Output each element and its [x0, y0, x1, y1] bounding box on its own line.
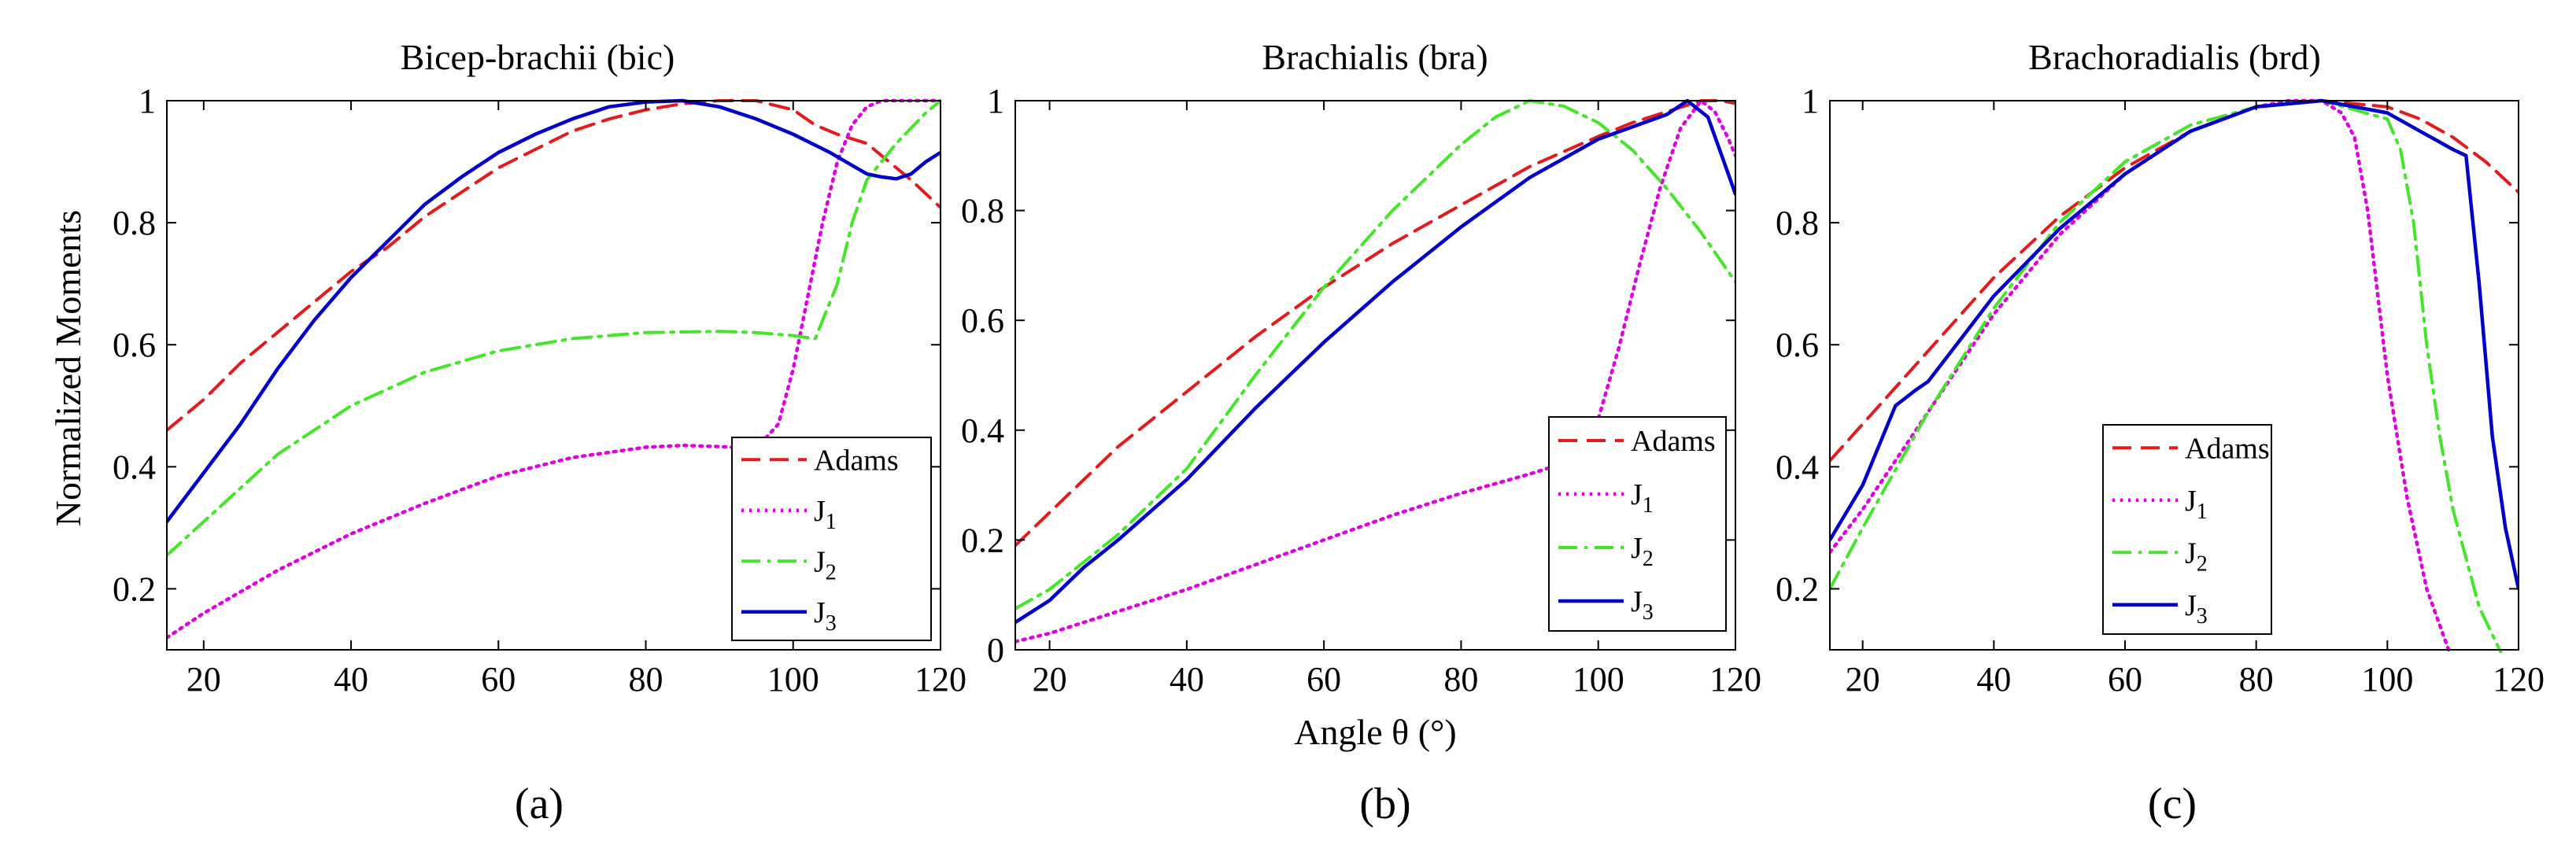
x-tick-label: 120: [2493, 660, 2545, 699]
y-tick-label: 0.8: [113, 204, 156, 242]
y-tick-label: 0.4: [1776, 448, 1819, 486]
legend: Adams J1 J2 J3: [731, 437, 932, 641]
legend: Adams J1 J2 J3: [1548, 416, 1727, 632]
legend-label-adams: Adams: [814, 444, 899, 477]
x-tick-label: 100: [1573, 660, 1624, 699]
x-tick-label: 100: [767, 660, 819, 699]
axes-box: [1829, 100, 2519, 651]
series-line-adams: [167, 99, 941, 432]
legend-label-j1: J1: [2185, 485, 2208, 524]
x-tick-label: 60: [2108, 660, 2142, 699]
chart-title: Brachoradialis (brd): [2028, 37, 2321, 77]
chart-c: Brachoradialis (brd) 20 40 60 80 100 120 0.2 0.4…: [1776, 37, 2545, 828]
y-tick-label: 0.6: [1776, 326, 1819, 364]
x-tick-label: 80: [1443, 660, 1478, 699]
chart-a: Bicep-brachii (bic) 20 40 60 80 100 120 0.2 0.4 0…: [113, 37, 966, 828]
legend-label-j2: J2: [2185, 537, 2208, 576]
y-tick-label: 1: [987, 82, 1004, 120]
y-tick-label: 0.2: [1776, 570, 1819, 608]
x-tick-label: 80: [2239, 660, 2274, 699]
y-tick-label: 0.4: [961, 411, 1004, 450]
y-tick-label: 0.8: [1776, 204, 1819, 242]
legend-label-j2: J2: [814, 545, 837, 585]
x-tick-label: 20: [1846, 660, 1880, 699]
legend-box: [1548, 416, 1727, 632]
series-line-j2: [1830, 99, 2504, 653]
x-tick-label: 60: [1306, 660, 1341, 699]
figure-ylabel: Normalized Moments: [48, 210, 88, 526]
legend-label-j3: J3: [2185, 589, 2208, 629]
legend-label-j2: J2: [1631, 532, 1654, 571]
x-axis-label: Angle θ (°): [1294, 712, 1456, 752]
x-tick-label: 120: [1709, 660, 1761, 699]
axes-box: [166, 100, 941, 651]
series-line-j1: [167, 98, 941, 640]
y-tick-label: 0.6: [113, 326, 156, 364]
legend-label-j3: J3: [1631, 585, 1654, 625]
y-tick-label: 0.2: [961, 521, 1004, 559]
chart-b: Brachialis (bra) 20 40 60 80 100 120 0 0.2 0.4 0.6…: [961, 37, 1761, 828]
x-tick-label: 20: [1033, 660, 1067, 699]
y-tick-label: 0.2: [113, 570, 156, 608]
x-tick-label: 40: [334, 660, 368, 699]
y-tick-label: 0.6: [961, 301, 1004, 340]
legend: Adams J1 J2 J3: [2102, 424, 2272, 635]
panel-caption: (a): [515, 780, 564, 828]
legend-label-adams: Adams: [2185, 432, 2270, 465]
legend-label-adams: Adams: [1631, 425, 1716, 458]
x-tick-label: 40: [1976, 660, 2011, 699]
x-tick-label: 20: [187, 660, 221, 699]
series-line-j3: [1830, 98, 2519, 591]
y-tick-label: 0.8: [961, 192, 1004, 231]
legend-label-j1: J1: [814, 495, 837, 534]
x-tick-label: 120: [915, 660, 966, 699]
legend-label-j1: J1: [1631, 478, 1654, 518]
series-line-j3: [1015, 98, 1735, 625]
chart-title: Brachialis (bra): [1262, 37, 1488, 77]
y-tick-label: 1: [139, 82, 156, 120]
series-line-j2: [1015, 99, 1735, 610]
panel-caption: (b): [1359, 780, 1410, 828]
axes-box: [1015, 100, 1736, 651]
series-line-j3: [167, 98, 941, 524]
x-tick-label: 80: [629, 660, 663, 699]
y-tick-label: 0: [987, 631, 1004, 669]
legend-label-j3: J3: [814, 596, 837, 636]
panel-caption: (c): [2148, 780, 2197, 828]
plot-area: [167, 98, 941, 640]
y-tick-label: 1: [1802, 82, 1819, 120]
y-tick-label: 0.4: [113, 448, 156, 486]
x-tick-label: 60: [481, 660, 516, 699]
chart-title: Bicep-brachii (bic): [401, 37, 675, 77]
x-tick-label: 100: [2361, 660, 2413, 699]
legend-box: [2102, 424, 2272, 635]
x-tick-label: 40: [1170, 660, 1204, 699]
legend-box: [731, 437, 932, 641]
